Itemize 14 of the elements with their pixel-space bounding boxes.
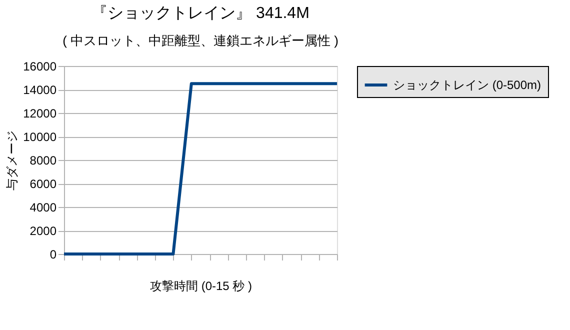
y-tick-label: 4000	[30, 200, 57, 214]
chart-title: 『ショックトレイン』 341.4M	[92, 5, 310, 22]
y-tick-label: 12000	[23, 106, 57, 120]
y-axis-title: 与ダメージ	[5, 130, 20, 190]
y-tick-label: 0	[50, 248, 57, 262]
y-tick-label: 2000	[30, 224, 57, 238]
legend-label: ショックトレイン (0-500m)	[393, 78, 542, 92]
chart-subtitle: ( 中スロット、中距離型、連鎖エネルギー属性 )	[62, 33, 338, 48]
y-tick-label: 10000	[23, 130, 57, 144]
x-axis-title: 攻撃時間 (0-15 秒 )	[150, 279, 252, 293]
y-tick-label: 6000	[30, 177, 57, 191]
y-tick-label: 14000	[23, 83, 57, 97]
y-tick-label: 16000	[23, 60, 57, 74]
y-tick-label: 8000	[30, 154, 57, 168]
